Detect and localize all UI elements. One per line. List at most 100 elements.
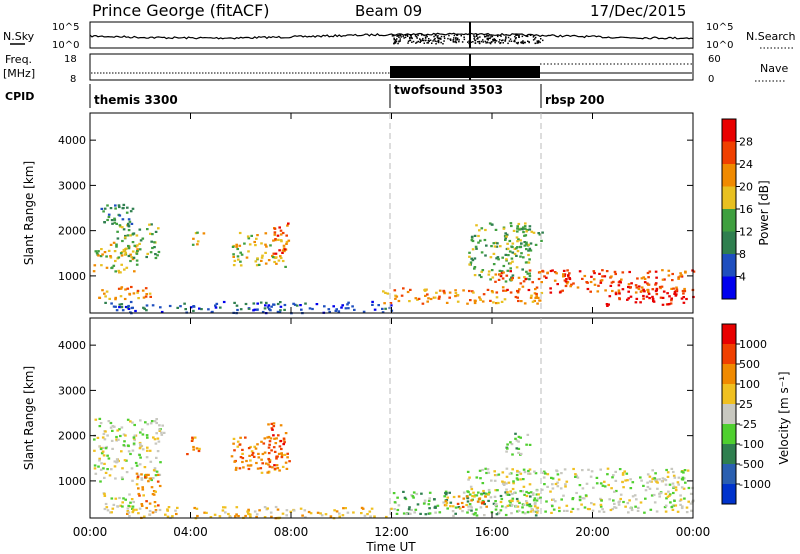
data-cell <box>484 467 487 470</box>
data-cell <box>285 234 288 237</box>
data-cell <box>164 513 167 516</box>
data-cell <box>131 479 134 482</box>
data-cell <box>517 276 521 279</box>
data-cell <box>130 498 134 501</box>
data-cell <box>304 516 307 519</box>
data-cell <box>235 245 238 248</box>
data-cell <box>102 432 106 436</box>
data-cell <box>99 480 102 483</box>
data-cell <box>239 456 243 459</box>
noise-search-point <box>513 39 516 42</box>
data-cell <box>660 480 664 483</box>
data-cell <box>273 233 277 236</box>
data-cell <box>344 307 348 310</box>
noise-search-point <box>398 36 400 38</box>
data-cell <box>515 447 519 450</box>
data-cell <box>132 436 136 439</box>
data-cell <box>428 491 432 494</box>
data-cell <box>614 470 617 473</box>
data-cell <box>119 271 122 274</box>
data-cell <box>506 288 509 291</box>
data-cell <box>134 461 138 465</box>
data-cell <box>139 419 142 422</box>
data-cell <box>131 250 135 253</box>
data-cell <box>103 207 107 210</box>
data-cell <box>495 291 499 294</box>
data-cell <box>674 504 678 507</box>
data-cell <box>118 214 122 217</box>
data-cell <box>390 507 393 510</box>
data-cell <box>526 511 530 514</box>
data-cell <box>487 270 491 273</box>
noise-search-point <box>515 37 517 39</box>
data-cell <box>520 242 523 245</box>
data-cell <box>138 453 141 457</box>
data-cell <box>235 304 239 307</box>
data-cell <box>552 498 555 501</box>
data-cell <box>454 292 458 295</box>
data-cell <box>144 295 148 298</box>
noise-search-point <box>404 36 407 39</box>
data-cell <box>116 230 119 233</box>
data-cell <box>150 420 154 423</box>
data-cell <box>475 508 478 511</box>
data-cell <box>504 237 507 240</box>
data-cell <box>254 447 258 450</box>
data-cell <box>534 472 538 475</box>
data-cell <box>287 222 290 225</box>
noise-search-point <box>443 35 445 38</box>
data-cell <box>622 486 625 489</box>
data-cell <box>113 250 117 253</box>
data-cell <box>126 234 130 237</box>
data-cell <box>468 263 471 266</box>
data-cell <box>504 238 507 241</box>
data-cell <box>507 254 510 257</box>
data-cell <box>136 248 139 251</box>
data-cell <box>115 309 119 312</box>
data-cell <box>480 227 484 230</box>
data-cell <box>505 475 509 478</box>
data-cell <box>457 495 461 498</box>
data-cell <box>145 309 148 312</box>
data-cell <box>237 258 240 261</box>
noise-panel: N.Sky 10^5 10^0 10^5 10^0 N.Search <box>3 21 796 51</box>
data-cell <box>419 512 422 515</box>
data-cell <box>158 508 162 512</box>
noise-search-point <box>410 35 412 37</box>
data-cell <box>564 280 568 283</box>
power-colorbar-label: Power [dB] <box>757 180 771 245</box>
noise-search-point <box>473 35 475 37</box>
data-cell <box>127 244 130 248</box>
data-cell <box>645 295 649 298</box>
data-cell <box>461 505 465 508</box>
x-tick-label: 16:00 <box>475 525 510 539</box>
data-cell <box>138 494 141 497</box>
noise-search-point <box>494 41 496 44</box>
data-cell <box>522 485 526 488</box>
data-cell <box>261 254 264 257</box>
data-cell <box>144 287 148 290</box>
data-cell <box>133 270 136 273</box>
data-cell <box>622 500 625 504</box>
data-cell <box>253 308 257 311</box>
colorbar-segment <box>722 344 736 364</box>
data-cell <box>94 472 98 475</box>
data-cell <box>249 464 253 467</box>
data-cell <box>239 251 242 254</box>
data-cell <box>414 297 418 300</box>
data-cell <box>191 436 194 439</box>
data-cell <box>153 246 156 249</box>
data-cell <box>492 252 496 255</box>
data-cell <box>486 288 490 291</box>
data-cell <box>681 505 684 508</box>
data-cell <box>649 508 653 511</box>
data-cell <box>128 493 131 496</box>
data-cell <box>509 441 512 444</box>
data-cell <box>454 295 457 298</box>
data-cell <box>129 259 132 263</box>
data-cell <box>643 277 647 280</box>
y-tick-label: 2000 <box>58 430 86 443</box>
data-cell <box>651 295 654 298</box>
data-cell <box>239 260 242 263</box>
data-cell <box>529 510 533 513</box>
